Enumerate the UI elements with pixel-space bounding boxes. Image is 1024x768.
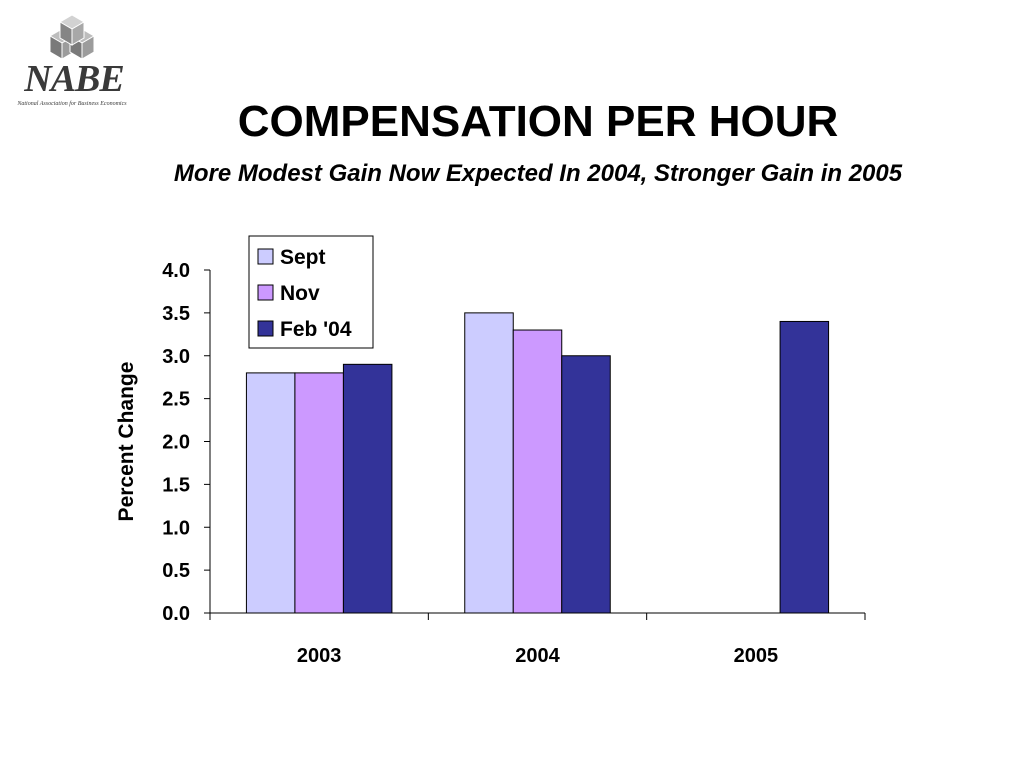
page-title: COMPENSATION PER HOUR (237, 97, 839, 146)
y-tick-label: 1.5 (162, 474, 190, 496)
y-axis-label: Percent Change (115, 362, 138, 522)
bar-feb-04-2005 (779, 320, 830, 614)
plot-area: 0.0 0.5 1.0 1.5 2.0 2.5 3.0 3.5 4.0 2003 2004 2005 P… (115, 235, 866, 667)
page-subtitle: More Modest Gain Now Expected In 2004, S… (173, 160, 903, 187)
bar-sept-2004 (464, 312, 514, 614)
y-tick-label: 1.0 (162, 517, 190, 539)
y-tick-label: 3.0 (162, 346, 190, 368)
legend-label: Nov (280, 282, 320, 305)
y-tick-label: 0.5 (162, 560, 190, 582)
bar-sept-2003 (245, 372, 296, 614)
bar-feb-04-2003 (342, 363, 393, 614)
x-tick-label: 2005 (734, 645, 779, 667)
y-tick-label: 2.5 (162, 389, 190, 411)
legend-swatch (257, 284, 274, 301)
x-tick-label: 2003 (297, 645, 342, 667)
y-tick-label: 4.0 (162, 260, 190, 282)
bar-nov-2003 (294, 372, 344, 614)
cube-emblem-icon (49, 14, 95, 60)
y-tick-label: 0.0 (162, 603, 190, 625)
nabe-logo: NABE National Association for Business E… (14, 14, 130, 110)
y-tick-label: 2.0 (162, 432, 190, 454)
logo-wordmark: NABE (24, 58, 124, 100)
bar-nov-2004 (512, 329, 563, 614)
legend-swatch (257, 248, 274, 265)
legend-swatch (257, 320, 274, 337)
logo-tagline: National Association for Business Econom… (17, 101, 127, 107)
bar-feb-04-2004 (561, 355, 611, 614)
y-tick-label: 3.5 (162, 303, 190, 325)
x-tick-label: 2004 (515, 645, 560, 667)
legend-label: Sept (280, 246, 326, 269)
legend-label: Feb '04 (280, 318, 352, 341)
